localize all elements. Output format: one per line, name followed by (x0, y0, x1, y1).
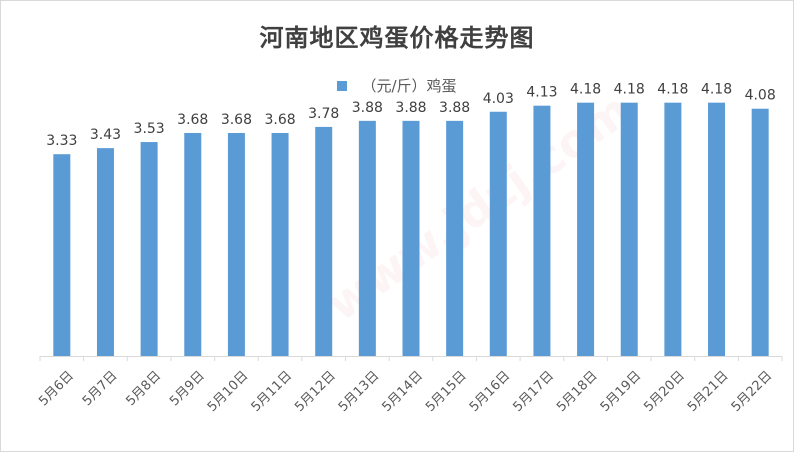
data-label: 3.78 (308, 106, 339, 122)
data-label: 3.43 (90, 127, 121, 143)
data-label: 4.08 (745, 88, 776, 104)
x-tick-label: 5月20日 (641, 368, 688, 415)
data-label: 3.33 (46, 133, 77, 149)
data-label: 4.18 (657, 82, 688, 98)
data-label: 4.03 (483, 91, 514, 107)
x-tick-label: 5月6日 (36, 368, 77, 409)
data-label: 4.13 (526, 85, 557, 101)
x-tick-label: 5月14日 (380, 368, 427, 415)
data-label: 4.18 (701, 82, 732, 98)
chart-legend: （元/斤）鸡蛋 (0, 75, 794, 96)
bar (489, 111, 507, 357)
data-label: 3.68 (177, 112, 208, 128)
bar (708, 102, 726, 357)
x-tick-label: 5月10日 (205, 368, 252, 415)
legend-swatch (337, 80, 348, 91)
bar (533, 105, 551, 357)
bar (96, 148, 114, 356)
x-tick-label: 5月7日 (80, 368, 121, 409)
bar (184, 132, 202, 356)
data-label: 3.68 (221, 112, 252, 128)
x-tick-label: 5月12日 (292, 368, 339, 415)
bar (620, 102, 638, 357)
bar (402, 120, 420, 357)
chart-title: 河南地区鸡蛋价格走势图 (259, 24, 535, 52)
bar (751, 108, 769, 357)
x-tick-label: 5月21日 (685, 368, 732, 415)
bar (577, 102, 595, 357)
bar (315, 126, 333, 356)
data-label: 3.88 (395, 100, 426, 116)
data-label: 3.88 (439, 100, 470, 116)
data-label: 3.68 (264, 112, 295, 128)
bar (358, 120, 376, 357)
data-label: 4.18 (570, 82, 601, 98)
x-tick-label: 5月8日 (123, 368, 164, 409)
bar (446, 120, 464, 357)
x-tick-label: 5月11日 (249, 368, 296, 415)
x-tick-label: 5月18日 (554, 368, 601, 415)
data-label: 3.53 (134, 121, 165, 137)
x-tick-label: 5月17日 (510, 368, 557, 415)
x-tick-label: 5月9日 (167, 368, 208, 409)
x-tick-label: 5月13日 (336, 368, 383, 415)
x-tick-label: 5月15日 (423, 368, 470, 415)
bar (140, 142, 158, 356)
legend-label: （元/斤）鸡蛋 (361, 77, 457, 95)
data-label: 4.18 (614, 82, 645, 98)
x-tick-label: 5月22日 (729, 368, 776, 415)
data-label: 3.88 (352, 100, 383, 116)
bar (53, 154, 71, 356)
bar (227, 132, 245, 356)
bar (664, 102, 682, 357)
x-tick-label: 5月16日 (467, 368, 514, 415)
x-tick-label: 5月19日 (598, 368, 645, 415)
bar (271, 132, 289, 356)
